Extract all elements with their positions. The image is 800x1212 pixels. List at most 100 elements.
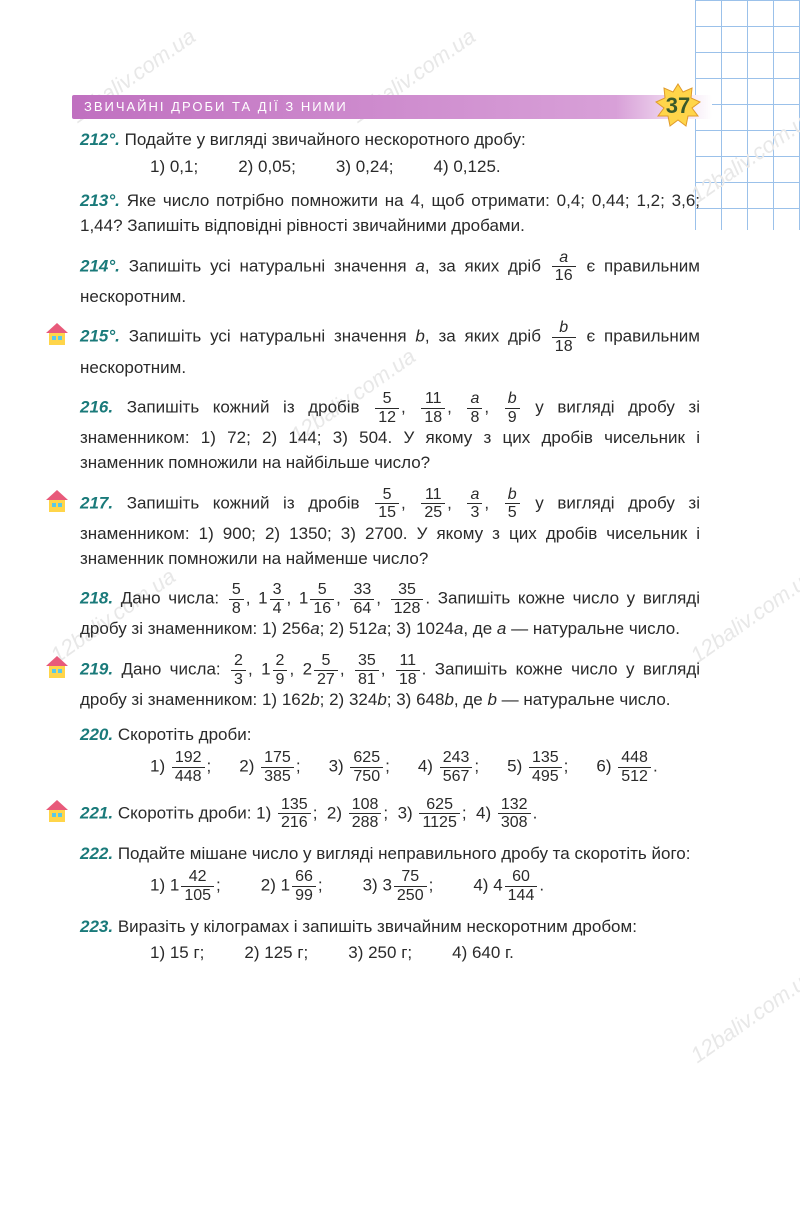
item: 1) 142105; <box>150 868 221 904</box>
fraction: a3 <box>467 486 482 522</box>
var: a <box>377 619 386 638</box>
item: 2) 16699; <box>261 868 323 904</box>
fraction: 515 <box>375 486 399 522</box>
fraction: 108288 <box>349 796 382 832</box>
whole: 2 <box>303 660 312 679</box>
var: a <box>497 619 506 638</box>
item: 3) 0,24; <box>336 155 394 180</box>
fraction: 1118 <box>396 652 420 688</box>
item: 4) 0,125. <box>434 155 501 180</box>
text: , за яких дріб <box>425 327 550 346</box>
fraction: 512 <box>375 390 399 426</box>
item: 4) 640 г. <box>452 941 514 966</box>
problem-number: 220. <box>80 725 113 744</box>
item: 3) 375250; <box>363 868 434 904</box>
problem-text: Яке число потрібно помножити на 4, щоб о… <box>80 191 700 235</box>
fraction: 35128 <box>391 581 424 617</box>
item: 6) 448512. <box>596 749 657 785</box>
problem-number: 212°. <box>80 130 120 149</box>
text: — натуральне число. <box>506 619 680 638</box>
fraction: b9 <box>505 390 520 426</box>
fraction: 34 <box>270 581 285 617</box>
fraction: 3581 <box>355 652 379 688</box>
content-area: 212°. Подайте у вигляді звичайного неско… <box>80 128 700 976</box>
text: ; 2) 324 <box>320 690 378 709</box>
problem-220: 220. Скоротіть дроби: 1) 192448; 2) 1753… <box>80 723 700 786</box>
whole: 1 <box>258 589 267 608</box>
text: Запишіть усі натуральні значення <box>129 256 416 275</box>
problem-216: 216. Запишіть кожний із дробів 512, 1118… <box>80 390 700 475</box>
var: b <box>487 690 496 709</box>
problem-number: 222. <box>80 844 113 863</box>
problem-number: 221. <box>80 803 113 822</box>
item: 2) 0,05; <box>238 155 296 180</box>
item: 3) 250 г; <box>348 941 412 966</box>
item: 1) 192448; <box>150 749 211 785</box>
fraction: a16 <box>552 249 576 285</box>
var: a <box>415 256 424 275</box>
text: Запишіть кожний із дробів <box>127 398 374 417</box>
fraction: b5 <box>505 486 520 522</box>
item: 1) 15 г; <box>150 941 204 966</box>
fraction: 29 <box>273 652 288 688</box>
var: b <box>310 690 319 709</box>
home-icon <box>44 654 70 680</box>
problem-number: 223. <box>80 917 113 936</box>
var: a <box>454 619 463 638</box>
item: 1) 0,1; <box>150 155 198 180</box>
problem-number: 218. <box>80 589 113 608</box>
home-icon <box>44 488 70 514</box>
fraction: 23 <box>231 652 246 688</box>
problem-text: Скоротіть дроби: <box>118 725 252 744</box>
whole: 1 <box>299 589 308 608</box>
problem-223: 223. Виразіть у кілограмах і запишіть зв… <box>80 915 700 966</box>
item: 2) 125 г; <box>244 941 308 966</box>
problem-221: 221. Скоротіть дроби: 1) 135216; 2) 1082… <box>80 796 700 832</box>
problem-number: 215°. <box>80 327 120 346</box>
var: b <box>377 690 386 709</box>
problem-222: 222. Подайте мішане число у вигляді непр… <box>80 842 700 905</box>
fraction: 1125 <box>421 486 445 522</box>
home-icon <box>44 321 70 347</box>
problem-217: 217. Запишіть кожний із дробів 515, 1125… <box>80 486 700 571</box>
whole: 1 <box>261 660 270 679</box>
text: , за яких дріб <box>425 256 550 275</box>
problem-219: 219. Дано числа: 23, 129, 2527, 3581, 11… <box>80 652 700 713</box>
problem-215: 215°. Запишіть усі натуральні значення b… <box>80 319 700 380</box>
watermark: 12baliv.com.ua <box>684 961 800 1071</box>
chapter-header: ЗВИЧАЙНІ ДРОБИ ТА ДІЇ З НИМИ <box>72 95 712 119</box>
item: 4) 460144. <box>473 868 544 904</box>
item: 3) 625750; <box>329 749 390 785</box>
text: Запишіть усі натуральні значення <box>129 327 416 346</box>
fraction: 132308 <box>498 796 531 832</box>
fraction: b18 <box>552 319 576 355</box>
text: Запишіть кожний із дробів <box>127 493 374 512</box>
text: Дано числа: <box>121 660 229 679</box>
fraction: a8 <box>467 390 482 426</box>
watermark: 12baliv.com.ua <box>684 561 800 671</box>
page-number: 37 <box>654 82 702 130</box>
problem-text: Подайте у вигляді звичайного нескоротног… <box>125 130 526 149</box>
problem-214: 214°. Запишіть усі натуральні значення a… <box>80 249 700 310</box>
item: 5) 135495; <box>507 749 568 785</box>
problem-number: 219. <box>80 660 113 679</box>
text: Дано числа: <box>121 589 227 608</box>
var: b <box>444 690 453 709</box>
fraction: 58 <box>229 581 244 617</box>
fraction: 516 <box>310 581 334 617</box>
problem-text: Подайте мішане число у вигляді неправиль… <box>118 844 691 863</box>
text: ; 3) 1024 <box>387 619 454 638</box>
fraction: 527 <box>314 652 338 688</box>
problem-number: 217. <box>80 493 113 512</box>
item: 2) 175385; <box>239 749 300 785</box>
var: b <box>415 327 424 346</box>
text: ; 2) 512 <box>320 619 378 638</box>
problem-number: 213°. <box>80 191 120 210</box>
problem-212: 212°. Подайте у вигляді звичайного неско… <box>80 128 700 179</box>
text: — натуральне число. <box>497 690 671 709</box>
fraction: 6251125 <box>419 796 459 832</box>
problem-218: 218. Дано числа: 58, 134, 1516, 3364, 35… <box>80 581 700 642</box>
problem-text: Скоротіть дроби: <box>118 803 252 822</box>
page-number-badge: 37 <box>654 82 702 130</box>
fraction: 135216 <box>278 796 311 832</box>
